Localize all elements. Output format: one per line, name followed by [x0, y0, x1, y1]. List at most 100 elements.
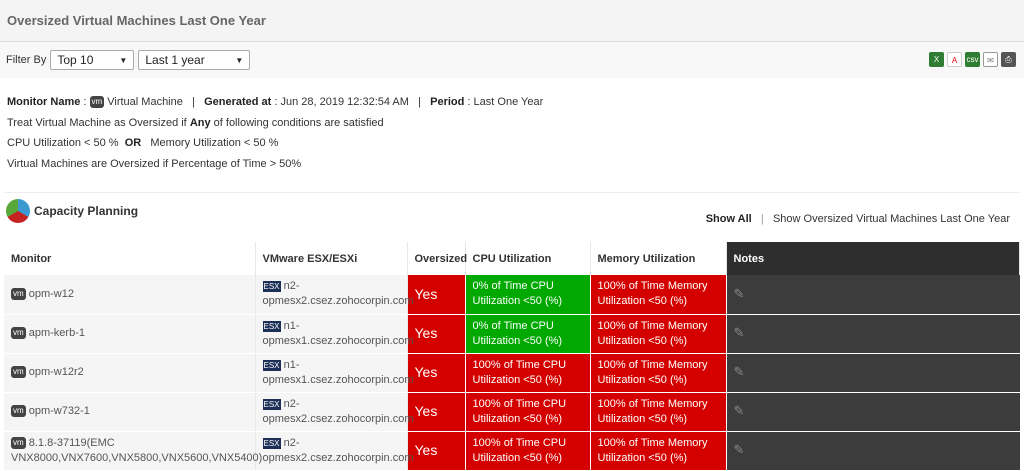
vm-icon: vm [11, 327, 26, 340]
oversized-vm-table: Monitor VMware ESX/ESXi Oversized CPU Ut… [4, 242, 1020, 471]
header-memory[interactable]: Memory Utilization [590, 242, 727, 275]
show-oversized-link[interactable]: Show Oversized Virtual Machines Last One… [772, 213, 1010, 225]
esx-cell[interactable]: ESX n1-opmesx1.csez.zohocorpin.com [255, 353, 414, 393]
oversized-rule: Virtual Machines are Oversized if Percen… [7, 157, 302, 170]
csv-icon[interactable]: csv [965, 52, 980, 67]
monitor-cell[interactable]: vm opm-w12 [4, 275, 256, 315]
notes-cell: ✎ [726, 431, 1020, 471]
condition-text: Treat Virtual Machine as Oversized if [7, 116, 187, 129]
table-row: vm opm-w12 ESX n2-opmesx2.csez.zohocorpi… [4, 275, 1020, 315]
monitor-cell[interactable]: vm opm-w732-1 [4, 392, 256, 432]
vm-icon: vm [89, 96, 105, 109]
monitor-link[interactable]: opm-w12 [28, 287, 74, 300]
memory-cell: 100% of Time Memory Utilization <50 (%) [590, 353, 727, 393]
section-title: Capacity Planning [34, 204, 139, 218]
period-value: Last One Year [473, 96, 544, 108]
report-info: Monitor Name : vm Virtual Machine | Gene… [0, 78, 1024, 174]
esx-link[interactable]: n2-opmesx2.csez.zohocorpin.com [262, 280, 414, 308]
page-title: Oversized Virtual Machines Last One Year [0, 0, 1024, 42]
period-value: Last 1 year [145, 53, 205, 67]
monitor-cell[interactable]: vm 8.1.8-37119(EMC VNX8000,VNX7600,VNX58… [4, 431, 262, 471]
esx-icon: ESX [262, 281, 281, 293]
monitor-link[interactable]: 8.1.8-37119(EMC VNX8000,VNX7600,VNX5800,… [11, 436, 263, 464]
notes-cell: ✎ [726, 314, 1020, 354]
monitor-cell[interactable]: vm opm-w12r2 [4, 353, 256, 393]
pencil-icon[interactable]: ✎ [733, 442, 745, 457]
table-row: vm opm-w12r2 ESX n1-opmesx1.csez.zohocor… [4, 353, 1020, 393]
cpu-condition: CPU Utilization < 50 % [7, 137, 119, 149]
top-select[interactable]: Top 10 ▼ [50, 50, 135, 70]
filter-label: Filter By [6, 54, 47, 66]
monitor-label: Monitor Name [7, 96, 81, 108]
memory-cell: 100% of Time Memory Utilization <50 (%) [590, 431, 727, 471]
oversized-cell: Yes [407, 275, 466, 315]
vm-icon: vm [11, 436, 26, 449]
or-text: OR [124, 137, 142, 149]
memory-cell: 100% of Time Memory Utilization <50 (%) [590, 392, 727, 432]
chevron-down-icon: ▼ [119, 55, 128, 65]
monitor-link[interactable]: apm-kerb-1 [28, 327, 85, 339]
cpu-cell: 100% of Time CPU Utilization <50 (%) [465, 392, 591, 432]
esx-cell[interactable]: ESX n2-opmesx2.csez.zohocorpin.com [255, 392, 414, 432]
oversized-cell: Yes [407, 353, 466, 393]
monitor-link[interactable]: opm-w732-1 [28, 405, 90, 417]
pencil-icon[interactable]: ✎ [733, 403, 745, 418]
monitor-link[interactable]: opm-w12r2 [28, 366, 84, 378]
header-cpu[interactable]: CPU Utilization [465, 242, 591, 275]
esx-link[interactable]: n1-opmesx1.csez.zohocorpin.com [262, 319, 414, 347]
oversized-cell: Yes [407, 314, 466, 354]
header-oversized[interactable]: Oversized [407, 242, 467, 275]
separator: | [760, 213, 764, 225]
capacity-planning-section: Capacity Planning Show All | Show Oversi… [4, 192, 1020, 229]
pencil-icon[interactable]: ✎ [733, 285, 745, 301]
table-row: vm 8.1.8-37119(EMC VNX8000,VNX7600,VNX58… [4, 431, 1020, 471]
cpu-cell: 100% of Time CPU Utilization <50 (%) [465, 431, 591, 471]
generated-value: Jun 28, 2019 12:32:54 AM [280, 96, 409, 108]
header-esx[interactable]: VMware ESX/ESXi [255, 242, 408, 275]
esx-icon: ESX [262, 320, 281, 332]
pie-chart-icon [6, 199, 30, 223]
condition-text-end: of following conditions are satisfied [213, 116, 384, 129]
vm-icon: vm [11, 405, 26, 418]
period-select[interactable]: Last 1 year ▼ [138, 50, 251, 70]
pdf-icon[interactable]: A [947, 52, 962, 67]
esx-icon: ESX [262, 398, 281, 410]
esx-link[interactable]: n2-opmesx2.csez.zohocorpin.com [262, 436, 414, 464]
esx-link[interactable]: n1-opmesx1.csez.zohocorpin.com [262, 358, 414, 386]
print-icon[interactable]: ⎙ [1001, 52, 1016, 67]
table-row: vm apm-kerb-1 ESX n1-opmesx1.csez.zohoco… [4, 314, 1020, 354]
monitor-cell[interactable]: vm apm-kerb-1 [4, 314, 256, 354]
notes-cell: ✎ [726, 275, 1020, 315]
notes-cell: ✎ [726, 392, 1020, 432]
esx-cell[interactable]: ESX n1-opmesx1.csez.zohocorpin.com [255, 314, 414, 354]
cpu-cell: 100% of Time CPU Utilization <50 (%) [465, 353, 591, 393]
memory-cell: 100% of Time Memory Utilization <50 (%) [590, 314, 727, 354]
vm-icon: vm [11, 287, 26, 300]
period-label: Period [430, 96, 465, 108]
memory-condition: Memory Utilization < 50 % [150, 137, 279, 149]
header-notes: Notes [726, 242, 1020, 275]
pencil-icon[interactable]: ✎ [733, 325, 745, 340]
any-text: Any [189, 116, 211, 129]
pencil-icon[interactable]: ✎ [733, 364, 745, 379]
memory-cell: 100% of Time Memory Utilization <50 (%) [590, 275, 727, 315]
oversized-cell: Yes [407, 431, 466, 471]
esx-icon: ESX [262, 437, 281, 449]
show-all-link[interactable]: Show All [705, 213, 752, 225]
table-row: vm opm-w732-1 ESX n2-opmesx2.csez.zohoco… [4, 392, 1020, 432]
mail-icon[interactable]: ✉ [983, 52, 998, 67]
esx-link[interactable]: n2-opmesx2.csez.zohocorpin.com [262, 397, 414, 425]
esx-cell[interactable]: ESX n2-opmesx2.csez.zohocorpin.com [255, 431, 414, 471]
excel-icon[interactable]: X [929, 52, 944, 67]
filter-bar: Filter By Top 10 ▼ Last 1 year ▼ X A csv ✉… [0, 42, 1024, 78]
header-monitor[interactable]: Monitor [4, 242, 256, 275]
esx-icon: ESX [262, 359, 281, 371]
esx-cell[interactable]: ESX n2-opmesx2.csez.zohocorpin.com [255, 275, 414, 315]
notes-cell: ✎ [726, 353, 1020, 393]
top-value: Top 10 [57, 53, 94, 67]
cpu-cell: 0% of Time CPU Utilization <50 (%) [465, 314, 591, 354]
cpu-cell: 0% of Time CPU Utilization <50 (%) [465, 275, 591, 315]
generated-label: Generated at [204, 96, 272, 108]
monitor-value: Virtual Machine [107, 96, 183, 108]
chevron-down-icon: ▼ [235, 55, 244, 65]
